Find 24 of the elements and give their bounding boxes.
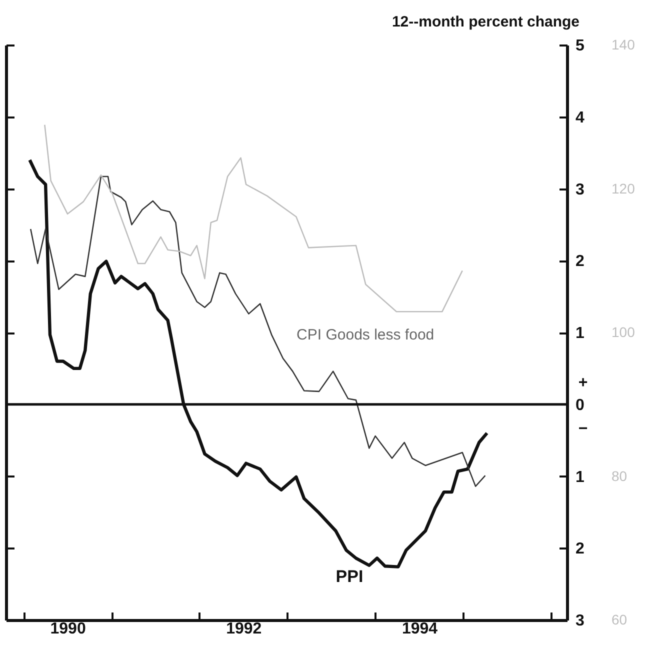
y2-tick-label: 60 (612, 612, 628, 628)
y-tick-label: 1 (576, 325, 584, 342)
y2-tick-label: 120 (612, 180, 636, 196)
y-tick-label: 3 (576, 612, 584, 630)
y-axis-title: 12--month percent change (392, 14, 580, 30)
text: − (578, 420, 588, 438)
text: + (578, 374, 588, 392)
y-tick-label: 3 (576, 181, 584, 198)
x-tick-label: 1992 (226, 620, 262, 638)
line-series (30, 176, 486, 487)
series-label: PPI (336, 566, 364, 586)
y2-tick-label: 100 (612, 324, 636, 340)
y-tick-label: 1 (576, 468, 584, 486)
y-tick-label: 0 (576, 396, 584, 414)
series-label: CPI Goods less food (296, 326, 434, 344)
y2-tick-label: 80 (612, 468, 628, 484)
line-series (44, 124, 464, 312)
y2-tick-label: 140 (612, 36, 636, 52)
y-tick-label: 4 (576, 109, 584, 126)
x-tick-label: 1994 (402, 620, 438, 638)
y-tick-label: 5 (576, 38, 584, 54)
y-tick-label: 2 (576, 253, 584, 270)
y-tick-label: 2 (576, 540, 584, 558)
x-tick-label: 1990 (50, 620, 86, 638)
